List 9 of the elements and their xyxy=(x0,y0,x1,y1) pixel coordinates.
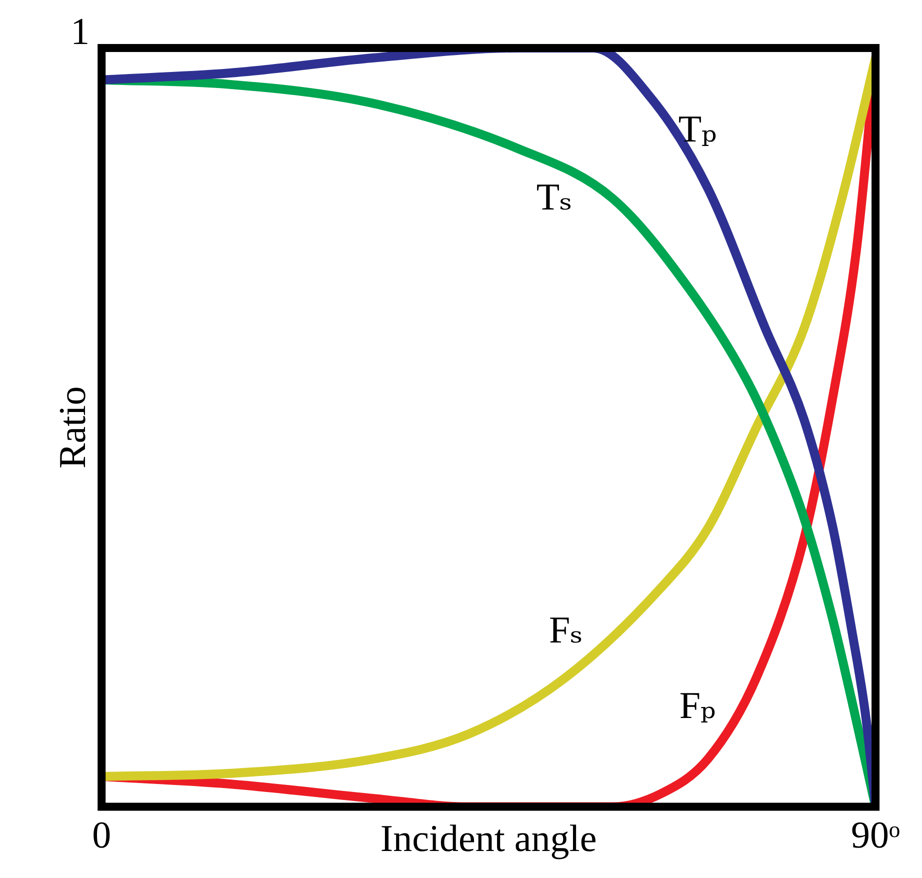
text: 1 xyxy=(70,10,90,53)
series-label: Fₚ xyxy=(679,685,716,728)
series-label: Tₛ xyxy=(536,176,572,219)
series-label: Fₛ xyxy=(548,609,583,652)
x-tick-label: 90ᵒ xyxy=(851,814,900,857)
x-tick-label: 0 xyxy=(92,814,112,857)
y-axis-title: Ratio xyxy=(52,386,94,469)
series-label: Tₚ xyxy=(678,108,717,150)
x-axis-title: Incident angle xyxy=(380,818,597,860)
